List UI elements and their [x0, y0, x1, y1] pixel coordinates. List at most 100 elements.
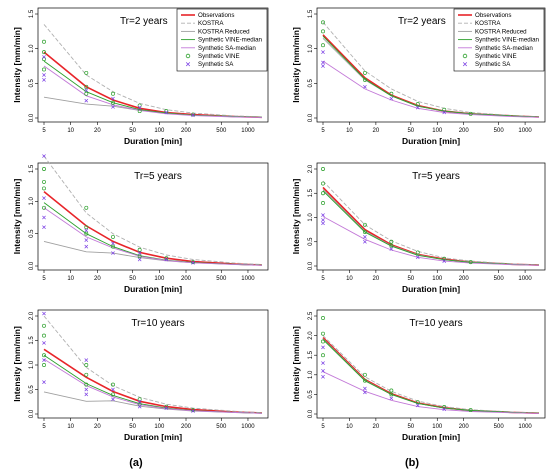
vine-point: [389, 388, 394, 393]
y-tick-label: 1.0: [29, 197, 35, 206]
plot-frame: [37, 7, 269, 123]
plot-frame: [37, 162, 269, 271]
sa-point: [191, 409, 195, 413]
x-tick-label: 5: [321, 276, 325, 282]
vine-point: [42, 179, 46, 184]
sa-point: [321, 221, 325, 226]
x-tick-label: 10: [346, 276, 353, 282]
y-tick-label: 1.0: [308, 370, 314, 379]
x-axis-title: Duration [min]: [402, 136, 460, 146]
vine-point: [42, 67, 46, 72]
vine-point: [321, 20, 325, 25]
vine-point: [389, 91, 394, 96]
plot-frame: [316, 162, 546, 271]
sa-point: [42, 196, 46, 200]
vine-point: [42, 205, 46, 210]
y-axis-title: Intensity [mm/min]: [12, 326, 22, 402]
sa-point: [111, 387, 115, 392]
sa-point: [42, 55, 46, 59]
legend-label: Synthetic VINE: [198, 53, 240, 60]
x-tick-label: 50: [129, 128, 136, 134]
sa-point: [137, 399, 142, 404]
series-line-synthetic-vine-median: [322, 190, 540, 266]
vine-point: [191, 112, 195, 117]
x-tick-label: 200: [181, 424, 192, 430]
sa-point: [42, 215, 46, 220]
panel-b-tr10: 5 10 20 50 100 200 500 1000 0.0 0.5 1.0 1.5 2.0 2.5 Du…: [291, 309, 546, 442]
vine-point: [468, 260, 473, 265]
vine-point: [415, 102, 420, 107]
sa-point: [363, 390, 367, 395]
plot-frame: [316, 309, 546, 419]
legend-label: KOSTRA: [475, 20, 501, 27]
y-tick-label: 1.0: [29, 360, 35, 369]
sa-point: [84, 98, 89, 103]
x-tick-label: 500: [494, 276, 505, 282]
vine-point: [111, 244, 115, 249]
sa-point: [84, 238, 89, 242]
sa-point: [363, 239, 367, 244]
series-line-synthetic-sa-median: [322, 371, 540, 414]
y-tick-label: 1.5: [308, 188, 314, 197]
y-tick-label: 2.0: [308, 331, 314, 340]
vine-point: [42, 323, 46, 328]
vine-point: [137, 109, 142, 114]
x-tick-label: 20: [94, 424, 101, 430]
y-tick-label: 0.5: [308, 390, 314, 399]
sa-point: [321, 64, 325, 68]
series-line-kostra: [43, 315, 263, 414]
vine-point: [42, 167, 46, 171]
sa-point: [111, 251, 115, 255]
y-tick-label: 1.5: [29, 9, 35, 18]
vine-point: [84, 205, 89, 210]
y-tick-label: 0.5: [29, 79, 35, 88]
vine-point: [442, 107, 447, 112]
series-line-synthetic-vine-median: [322, 339, 540, 414]
vine-point: [84, 363, 89, 367]
legend-label: KOSTRA Reduced: [198, 28, 250, 35]
panel-title: Tr=5 years: [412, 171, 460, 182]
x-tick-label: 10: [67, 128, 74, 134]
y-tick-label: 0.5: [29, 385, 35, 394]
panel-title: Tr=5 years: [134, 171, 182, 182]
sa-point: [42, 341, 46, 345]
legend-label: KOSTRA Reduced: [475, 28, 527, 35]
y-tick-label: 1.5: [29, 336, 35, 345]
x-tick-label: 500: [216, 424, 227, 430]
vine-point: [321, 316, 325, 320]
x-tick-label: 500: [494, 424, 505, 430]
legend-label: Observations: [475, 12, 511, 19]
panel-a-tr10: 5 10 20 50 100 200 500 1000 0.0 0.5 1.0 1.5 2.0 Durat…: [12, 309, 269, 442]
vine-point: [321, 191, 325, 196]
vine-point: [42, 363, 46, 367]
x-tick-label: 5: [42, 276, 46, 282]
series-line-kostra-reduced: [43, 240, 263, 266]
legend-swatch: [185, 62, 191, 67]
sa-point: [321, 374, 325, 379]
x-tick-label: 500: [216, 128, 227, 134]
panel-a-tr2: 5 10 20 50 100 200 500 1000 0.0 0.5 1.0 1.5 Duration…: [12, 7, 269, 146]
x-tick-label: 200: [181, 276, 192, 282]
y-tick-label: 0.0: [29, 261, 35, 270]
legend-label: Synthetic SA: [475, 61, 511, 68]
x-axis-title: Duration [min]: [402, 284, 460, 294]
plot-frame: [316, 7, 546, 123]
series-line-synthetic-sa-median: [322, 216, 540, 266]
y-tick-label: 0.0: [308, 409, 314, 418]
sa-point: [442, 259, 447, 263]
x-tick-label: 10: [67, 424, 74, 430]
series-line-kostra: [43, 155, 263, 265]
vine-point: [84, 382, 89, 387]
y-tick-label: 2.0: [29, 311, 35, 320]
x-axis-title: Duration [min]: [124, 284, 182, 294]
sa-point: [84, 387, 89, 392]
x-tick-label: 100: [432, 276, 443, 282]
vine-point: [321, 167, 325, 171]
series-line-kostra: [43, 24, 263, 118]
x-tick-label: 50: [129, 424, 136, 430]
vine-point: [137, 402, 142, 407]
x-tick-label: 200: [459, 276, 470, 282]
panel-b-tr5: 5 10 20 50 100 200 500 1000 0.0 0.5 1.0 1.5 2.0 Durat…: [291, 162, 546, 294]
y-axis-title: Intensity [mm/min]: [12, 27, 22, 103]
vine-point: [84, 84, 89, 89]
